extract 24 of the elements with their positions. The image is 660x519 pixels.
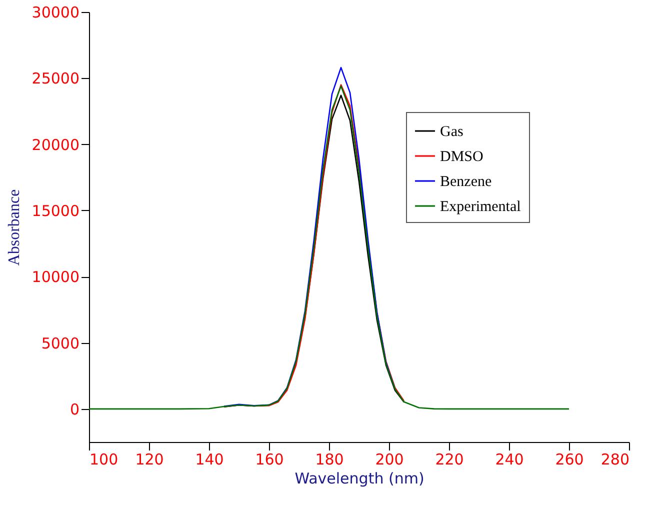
y-tick-label: 20000 [32, 136, 80, 154]
y-tick-label: 5000 [41, 334, 80, 352]
legend-label: Gas [440, 124, 464, 140]
x-tick-label: 200 [375, 450, 404, 468]
y-axis-title: Absorbance [6, 189, 23, 266]
y-tick-label: 25000 [32, 70, 80, 88]
x-tick-label: 100 [90, 450, 118, 468]
legend-label: DMSO [440, 149, 484, 165]
x-tick-label: 240 [495, 450, 524, 468]
legend-label: Experimental [440, 199, 521, 215]
line-series [88, 85, 570, 410]
y-tick-label: 30000 [32, 4, 80, 22]
x-tick-label: 220 [435, 450, 464, 468]
x-tick-label: 280 [600, 450, 630, 468]
y-tick-label: 10000 [32, 268, 80, 286]
y-tick-label: 15000 [32, 202, 80, 220]
legend-label: Benzene [440, 174, 492, 190]
x-tick-label: 140 [195, 450, 224, 468]
x-tick-label: 260 [555, 450, 584, 468]
y-tick-label: 0 [70, 400, 80, 418]
x-tick-label: 160 [255, 450, 284, 468]
x-tick-label: 120 [135, 450, 164, 468]
x-axis-title: Wavelength (nm) [294, 470, 424, 488]
x-tick-label: 180 [315, 450, 344, 468]
